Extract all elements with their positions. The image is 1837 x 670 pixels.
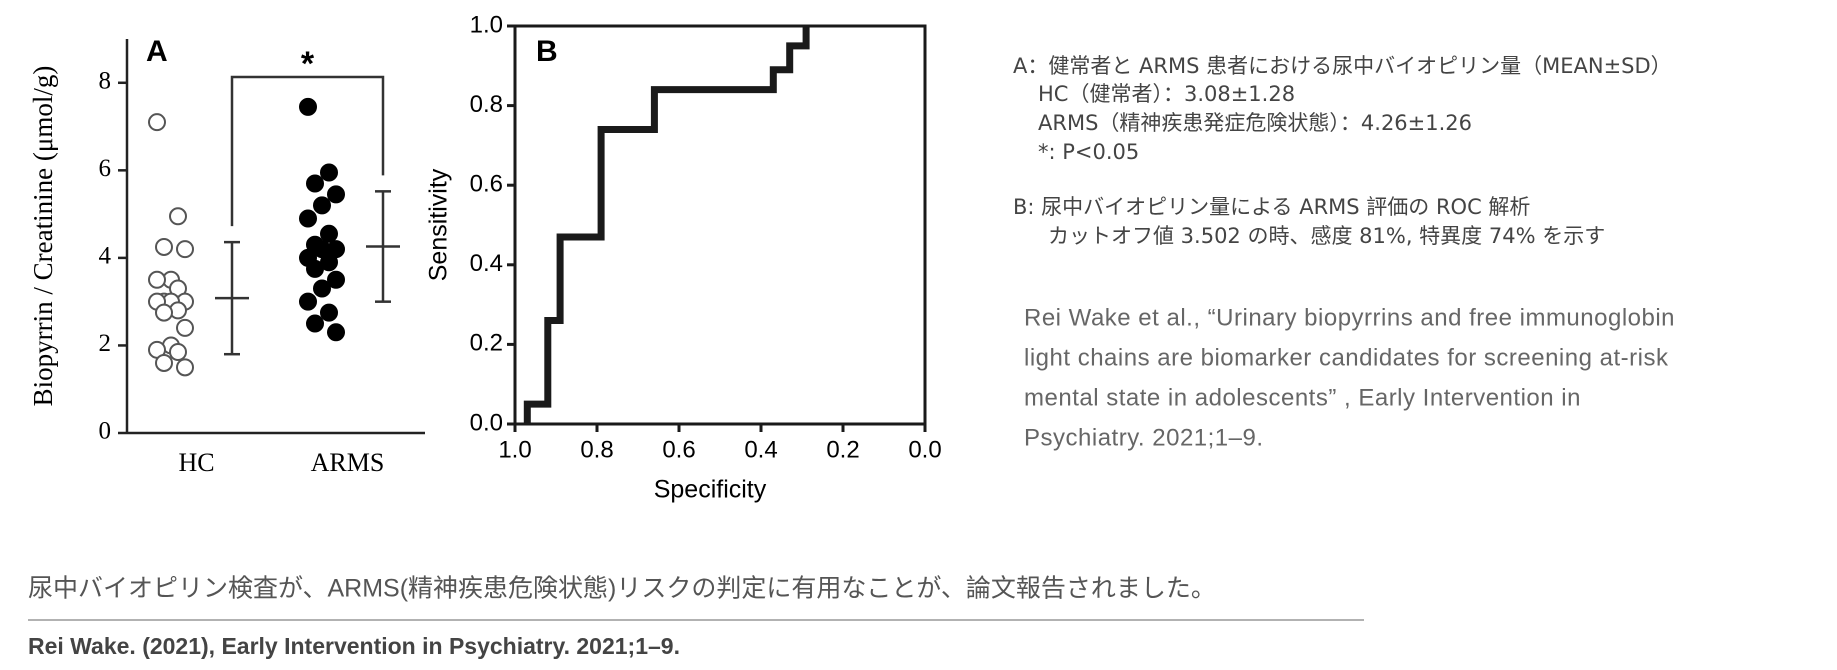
- citation-line: Psychiatry. 2021;1–9.: [1024, 424, 1264, 451]
- x-tick-label: 0.4: [744, 436, 777, 463]
- x-tick-label: 0.8: [580, 436, 613, 463]
- data-point: [148, 113, 166, 132]
- y-tick-label: 4: [99, 243, 112, 270]
- y-tick-label: 0.8: [470, 91, 503, 118]
- y-tick-label: 0.6: [470, 171, 503, 198]
- citation-line: mental state in adolescents” , Early Int…: [1024, 384, 1581, 411]
- data-point: [148, 270, 166, 289]
- data-point: [299, 292, 317, 311]
- x-axis-label: Specificity: [654, 476, 767, 504]
- panel-label: A: [146, 35, 168, 68]
- data-point: [155, 237, 173, 256]
- note-line: B: 尿中バイオピリン量による ARMS 評価の ROC 解析: [1013, 195, 1530, 219]
- y-tick-label: 0.4: [470, 250, 503, 277]
- plot-frame: [513, 24, 927, 426]
- significance-bracket: [230, 75, 385, 227]
- data-point: [306, 259, 324, 278]
- data-point: [176, 358, 194, 377]
- data-point: [320, 303, 338, 322]
- data-point: [320, 224, 338, 243]
- note-line: HC（健常者）：3.08±1.28: [1038, 82, 1295, 106]
- x-tick-label: 1.0: [498, 436, 531, 463]
- y-tick-label: 8: [99, 68, 112, 95]
- data-point: [306, 314, 324, 333]
- y-tick-label: 0.0: [470, 409, 503, 436]
- y-tick-label: 2: [99, 330, 112, 357]
- citation-line: light chains are biomarker candidates fo…: [1024, 344, 1669, 371]
- panel-label: B: [536, 35, 558, 68]
- data-point: [155, 303, 173, 322]
- data-point: [327, 270, 345, 289]
- note-line: *: P<0.05: [1038, 140, 1139, 164]
- note-line: ARMS（精神疾患発症危険状態）：4.26±1.26: [1038, 111, 1472, 135]
- significance-label: *: [301, 45, 315, 83]
- data-point: [299, 209, 317, 228]
- data-point: [169, 207, 187, 226]
- x-tick-label: ARMS: [311, 448, 385, 477]
- y-tick-label: 0.2: [470, 330, 503, 357]
- data-point: [327, 323, 345, 342]
- y-tick-label: 6: [99, 155, 112, 182]
- x-tick-label: 0.0: [908, 436, 941, 463]
- footer: Rei Wake. (2021), Early Intervention in …: [28, 633, 680, 659]
- data-point: [169, 343, 187, 362]
- data-point: [313, 279, 331, 298]
- data-point: [313, 196, 331, 215]
- roc-curve: [523, 26, 810, 424]
- note-line: カットオフ値 3.502 の時、感度 81%, 特異度 74% を示す: [1048, 224, 1605, 248]
- data-point: [155, 353, 173, 372]
- data-point: [327, 185, 345, 204]
- citation-line: Rei Wake et al., “Urinary biopyrrins and…: [1024, 304, 1675, 331]
- data-point: [176, 318, 194, 337]
- y-tick-label: 1.0: [470, 11, 503, 38]
- data-point: [299, 97, 317, 116]
- note-line: A：健常者と ARMS 患者における尿中バイオピリン量（MEAN±SD）: [1013, 54, 1672, 78]
- data-point: [176, 240, 194, 259]
- x-tick-label: HC: [178, 448, 214, 477]
- y-tick-label: 0: [99, 418, 112, 445]
- data-point: [320, 163, 338, 182]
- caption: 尿中バイオピリン検査が、ARMS(精神疾患危険状態)リスクの判定に有用なことが、…: [28, 575, 1216, 603]
- data-point: [306, 174, 324, 193]
- x-tick-label: 0.2: [826, 436, 859, 463]
- x-tick-label: 0.6: [662, 436, 695, 463]
- y-axis-label: Sensitivity: [425, 168, 453, 281]
- y-axis-label: Biopyrrin / Creatinine (μmol/g): [28, 66, 58, 407]
